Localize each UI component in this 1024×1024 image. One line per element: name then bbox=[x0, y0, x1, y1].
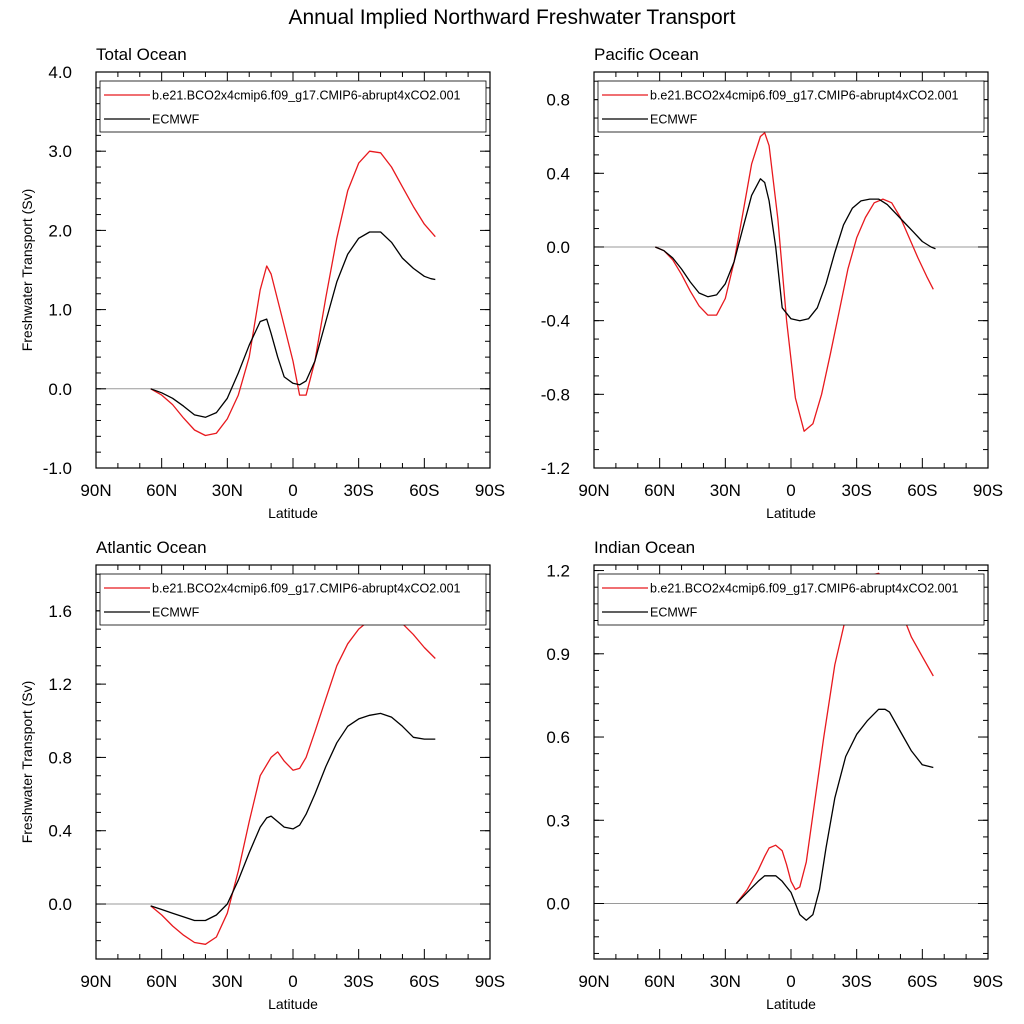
x-tick-label: 90S bbox=[973, 972, 1003, 991]
y-tick-label: 1.2 bbox=[48, 675, 72, 694]
panel-total: Total Ocean 90N 60N 30N 0 30S 60S 90S -1.0 0.0 1.0… bbox=[19, 45, 505, 521]
panel-title: Total Ocean bbox=[96, 45, 187, 64]
x-tick-label: 60N bbox=[644, 481, 675, 500]
legend-label-model: b.e21.BCO2x4cmip6.f09_g17.CMIP6-abrupt4x… bbox=[650, 89, 959, 103]
y-axis-label: Freshwater Transport (Sv) bbox=[19, 189, 35, 352]
y-tick-label: 4.0 bbox=[48, 63, 72, 82]
series-line-ecmwf bbox=[655, 178, 936, 322]
legend-label-model: b.e21.BCO2x4cmip6.f09_g17.CMIP6-abrupt4x… bbox=[650, 582, 959, 596]
x-tick-label: 30N bbox=[212, 972, 243, 991]
y-tick-label: 1.0 bbox=[48, 301, 72, 320]
x-tick-label: 30S bbox=[842, 972, 872, 991]
x-tick-label: 90S bbox=[475, 481, 505, 500]
panel-title: Pacific Ocean bbox=[594, 45, 699, 64]
y-tick-label: -1.0 bbox=[43, 459, 72, 478]
x-tick-label: 30S bbox=[344, 972, 374, 991]
x-tick-label: 30S bbox=[344, 481, 374, 500]
legend-label-ecmwf: ECMWF bbox=[152, 113, 200, 127]
x-tick-label: 60S bbox=[409, 481, 439, 500]
plot-frame bbox=[95, 71, 491, 469]
x-tick-label: 90N bbox=[578, 481, 609, 500]
x-tick-label: 60S bbox=[907, 481, 937, 500]
y-tick-label: -1.2 bbox=[541, 459, 570, 478]
legend-box bbox=[597, 573, 985, 626]
x-axis-label: Latitude bbox=[766, 996, 816, 1012]
legend: b.e21.BCO2x4cmip6.f09_g17.CMIP6-abrupt4x… bbox=[99, 80, 487, 133]
y-tick-label: 0.0 bbox=[546, 238, 570, 257]
y-tick-label: -0.4 bbox=[541, 312, 570, 331]
series-line-ecmwf bbox=[150, 231, 436, 418]
y-tick-label: 0.4 bbox=[546, 164, 570, 183]
legend-box bbox=[99, 573, 487, 626]
legend-label-ecmwf: ECMWF bbox=[650, 113, 698, 127]
x-tick-label: 60N bbox=[644, 972, 675, 991]
x-axis-label: Latitude bbox=[268, 505, 318, 521]
panel-indian: Indian Ocean 90N 60N 30N 0 30S 60S 90S 0.0 0.3 0.6… bbox=[546, 538, 1003, 1012]
legend-label-model: b.e21.BCO2x4cmip6.f09_g17.CMIP6-abrupt4x… bbox=[152, 89, 461, 103]
legend: b.e21.BCO2x4cmip6.f09_g17.CMIP6-abrupt4x… bbox=[597, 80, 985, 133]
panel-atlantic: Atlantic Ocean 90N 60N 30N 0 30S 60S 90S 0.0 0.4 0… bbox=[19, 538, 505, 1012]
x-tick-label: 0 bbox=[786, 972, 795, 991]
x-tick-label: 90S bbox=[973, 481, 1003, 500]
plot-frame bbox=[95, 564, 491, 960]
x-tick-label: 60S bbox=[409, 972, 439, 991]
x-tick-label: 30N bbox=[212, 481, 243, 500]
x-tick-label: 60N bbox=[146, 481, 177, 500]
y-tick-label: 0.0 bbox=[48, 895, 72, 914]
y-tick-label: 2.0 bbox=[48, 221, 72, 240]
y-tick-label: 0.0 bbox=[48, 380, 72, 399]
y-tick-label: 1.6 bbox=[48, 602, 72, 621]
y-tick-label: 0.3 bbox=[546, 811, 570, 830]
x-tick-label: 30N bbox=[710, 481, 741, 500]
panel-title: Indian Ocean bbox=[594, 538, 695, 557]
y-tick-label: 0.8 bbox=[546, 91, 570, 110]
figure-title: Annual Implied Northward Freshwater Tran… bbox=[288, 6, 736, 29]
series-line-model bbox=[150, 613, 436, 945]
y-tick-label: 3.0 bbox=[48, 142, 72, 161]
x-tick-label: 0 bbox=[288, 481, 297, 500]
x-tick-label: 30S bbox=[842, 481, 872, 500]
panel-title: Atlantic Ocean bbox=[96, 538, 207, 557]
y-tick-label: 0.9 bbox=[546, 645, 570, 664]
y-tick-label: -0.8 bbox=[541, 385, 570, 404]
x-tick-label: 0 bbox=[786, 481, 795, 500]
legend-box bbox=[99, 80, 487, 133]
x-tick-label: 30N bbox=[710, 972, 741, 991]
x-tick-label: 60N bbox=[146, 972, 177, 991]
x-tick-label: 90N bbox=[578, 972, 609, 991]
x-tick-label: 60S bbox=[907, 972, 937, 991]
series-line-model bbox=[655, 132, 934, 432]
legend: b.e21.BCO2x4cmip6.f09_g17.CMIP6-abrupt4x… bbox=[597, 573, 985, 626]
series-line-ecmwf bbox=[735, 708, 934, 921]
legend-label-ecmwf: ECMWF bbox=[650, 606, 698, 620]
legend-box bbox=[597, 80, 985, 133]
legend: b.e21.BCO2x4cmip6.f09_g17.CMIP6-abrupt4x… bbox=[99, 573, 487, 626]
x-tick-label: 90N bbox=[80, 972, 111, 991]
plot-frame bbox=[593, 564, 989, 960]
x-axis-label: Latitude bbox=[268, 996, 318, 1012]
panel-pacific: Pacific Ocean 90N 60N 30N 0 30S 60S 90S -1.2 -0.8… bbox=[541, 45, 1003, 521]
legend-label-ecmwf: ECMWF bbox=[152, 606, 200, 620]
y-tick-label: 0.8 bbox=[48, 748, 72, 767]
x-tick-label: 90N bbox=[80, 481, 111, 500]
x-axis-label: Latitude bbox=[766, 505, 816, 521]
x-tick-label: 0 bbox=[288, 972, 297, 991]
x-tick-label: 90S bbox=[475, 972, 505, 991]
y-axis-label: Freshwater Transport (Sv) bbox=[19, 681, 35, 844]
y-tick-label: 0.4 bbox=[48, 822, 72, 841]
plot-frame bbox=[593, 71, 989, 469]
y-tick-label: 0.0 bbox=[546, 895, 570, 914]
y-tick-label: 1.2 bbox=[546, 562, 570, 581]
series-line-ecmwf bbox=[150, 712, 436, 922]
legend-label-model: b.e21.BCO2x4cmip6.f09_g17.CMIP6-abrupt4x… bbox=[152, 582, 461, 596]
series-line-model bbox=[150, 150, 436, 437]
y-tick-label: 0.6 bbox=[546, 728, 570, 747]
